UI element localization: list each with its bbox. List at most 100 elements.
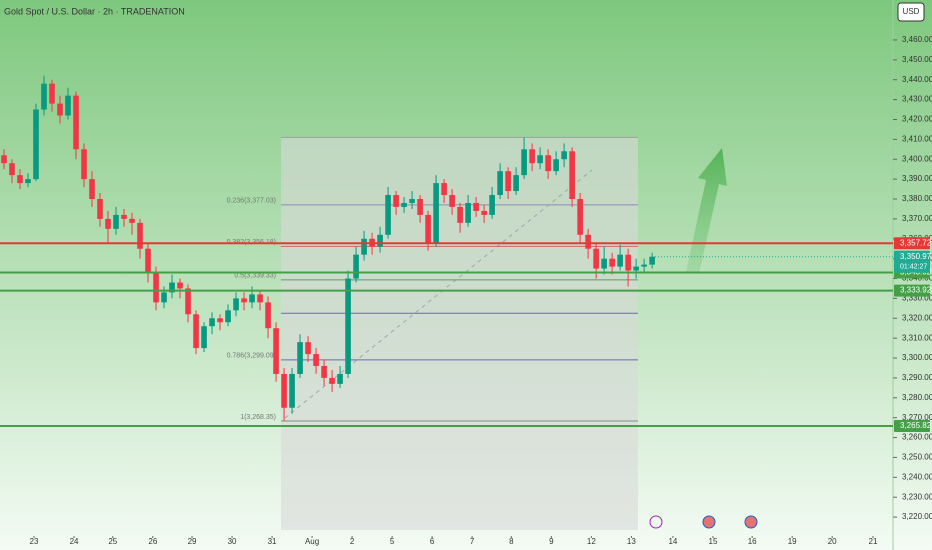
level-label: 3,265.82 — [900, 421, 932, 430]
candle-body — [241, 298, 247, 303]
candle-body — [345, 278, 351, 374]
x-tick-label: 21 — [869, 537, 878, 546]
event-icon[interactable] — [744, 515, 758, 529]
candle-body — [89, 179, 95, 199]
candle-body — [625, 254, 631, 271]
candle-body — [289, 373, 295, 408]
x-tick-label: 5 — [390, 537, 395, 546]
candle-body — [121, 214, 127, 219]
x-tick-label: 25 — [108, 537, 117, 546]
candle-body — [329, 377, 335, 384]
y-tick-label: 3,450.00 — [902, 55, 932, 64]
candle-body — [513, 175, 519, 192]
y-tick-label: 3,270.00 — [902, 413, 932, 422]
y-tick-label: 3,370.00 — [902, 214, 932, 223]
last-price-tag — [894, 250, 930, 273]
candle-body — [209, 318, 215, 327]
x-tick-label: 2 — [350, 537, 355, 546]
event-icons — [649, 515, 758, 529]
candle-body — [473, 202, 479, 211]
candle-body — [545, 155, 551, 172]
candle-body — [57, 103, 63, 116]
candle-body — [249, 294, 255, 303]
level-tag — [894, 237, 930, 250]
y-tick-label: 3,250.00 — [902, 453, 932, 462]
y-tick-label: 3,230.00 — [902, 492, 932, 501]
candle-body — [617, 254, 623, 267]
candle-body — [385, 195, 391, 235]
y-tick-label: 3,390.00 — [902, 174, 932, 183]
candle-body — [553, 159, 559, 172]
candle-body — [265, 302, 271, 329]
candle-body — [105, 218, 111, 229]
fib-label: 0.786(3,299.09) — [227, 353, 276, 360]
candle-body — [481, 210, 487, 215]
candle-body — [433, 183, 439, 243]
candle-body — [297, 342, 303, 374]
x-tick-label: 13 — [627, 537, 636, 546]
candle-body — [201, 326, 207, 349]
candle-body — [401, 202, 407, 207]
y-tick-label: 3,310.00 — [902, 333, 932, 342]
candle-body — [537, 155, 543, 164]
candle-body — [177, 282, 183, 289]
y-tick-label: 3,420.00 — [902, 115, 932, 124]
y-tick-label: 3,410.00 — [902, 134, 932, 143]
candle-body — [9, 163, 15, 176]
candle-body — [561, 151, 567, 160]
candle-body — [49, 83, 55, 104]
y-tick-label: 3,300.00 — [902, 353, 932, 362]
candle-body — [505, 171, 511, 192]
candle-body — [33, 109, 39, 180]
candle-body — [593, 248, 599, 269]
y-tick-label: 3,380.00 — [902, 194, 932, 203]
candle-body — [1, 155, 7, 164]
x-tick-label: 6 — [430, 537, 435, 546]
x-tick-label: 15 — [709, 537, 718, 546]
candle-body — [377, 234, 383, 247]
candle-body — [649, 256, 655, 265]
x-tick-label: 30 — [228, 537, 237, 546]
x-tick-label: 12 — [587, 537, 596, 546]
y-tick-label: 3,260.00 — [902, 433, 932, 442]
chart-title: Gold Spot / U.S. Dollar · 2h · TRADENATI… — [4, 6, 185, 16]
candle-body — [185, 288, 191, 315]
candle-body — [217, 318, 223, 323]
y-tick-label: 3,460.00 — [902, 35, 932, 44]
candle-body — [169, 282, 175, 293]
candle-body — [641, 264, 647, 267]
y-tick-label: 3,240.00 — [902, 472, 932, 481]
candle-body — [337, 373, 343, 384]
event-icon[interactable] — [702, 515, 716, 529]
y-tick-label: 3,400.00 — [902, 154, 932, 163]
candle-body — [41, 83, 47, 110]
candle-body — [153, 272, 159, 303]
x-tick-label: 9 — [549, 537, 554, 546]
x-tick-label: 19 — [788, 537, 797, 546]
candle-body — [457, 206, 463, 223]
x-tick-label: Aug — [305, 537, 319, 546]
x-tick-label: 26 — [148, 537, 157, 546]
candle-body — [465, 202, 471, 223]
candle-body — [609, 258, 615, 267]
x-tick-label: 16 — [748, 537, 757, 546]
fib-label: 1(3,268.35) — [240, 414, 276, 421]
candle-body — [441, 183, 447, 196]
candle-body — [273, 328, 279, 374]
y-tick-label: 3,430.00 — [902, 95, 932, 104]
candle-body — [281, 373, 287, 408]
candle-body — [305, 342, 311, 355]
candle-body — [145, 248, 151, 273]
x-tick-label: 8 — [509, 537, 514, 546]
candle-body — [569, 151, 575, 199]
y-tick-label: 3,330.00 — [902, 294, 932, 303]
event-icon[interactable] — [649, 515, 663, 529]
candle-body — [529, 149, 535, 164]
candle-body — [409, 198, 415, 203]
candle-body — [81, 149, 87, 180]
candle-body — [17, 175, 23, 184]
candle-body — [97, 198, 103, 219]
candle-body — [257, 294, 263, 303]
candle-body — [353, 254, 359, 279]
candle-body — [633, 266, 639, 271]
